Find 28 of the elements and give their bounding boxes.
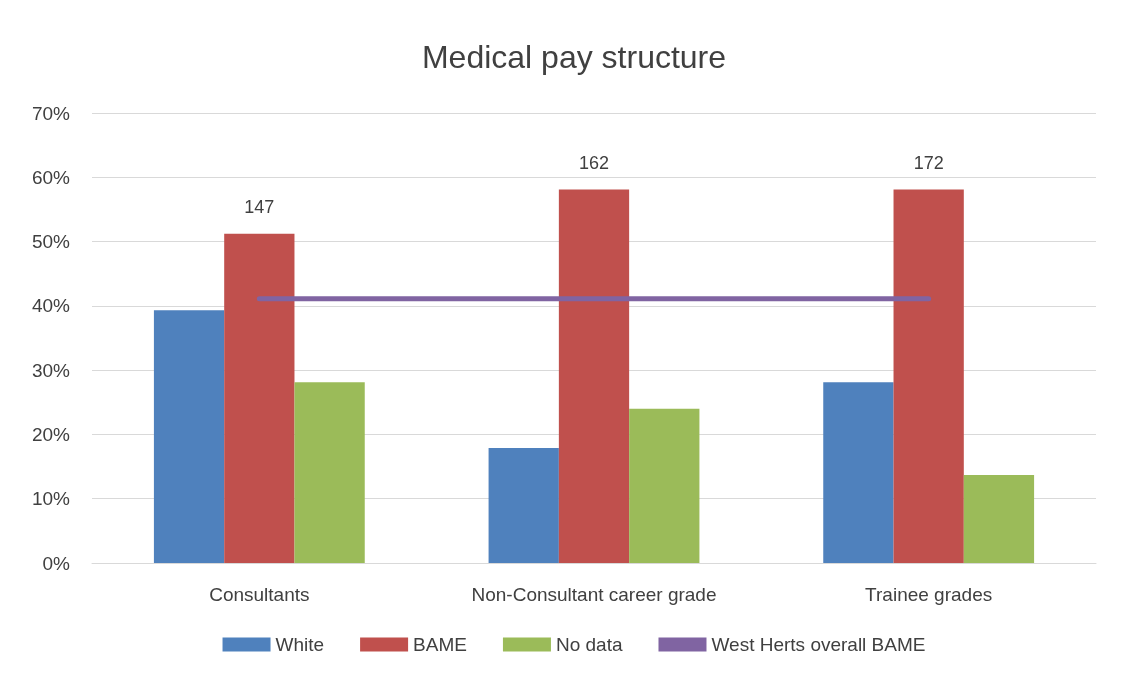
chart-title: Medical pay structure	[421, 39, 727, 75]
legend-label: BAME	[413, 634, 467, 655]
y-tick-label: 50%	[31, 231, 71, 253]
legend-label: West Herts overall BAME	[711, 634, 926, 655]
y-tick-label: 70%	[31, 102, 71, 124]
bar	[893, 189, 964, 563]
bar	[224, 233, 295, 563]
bar	[488, 447, 559, 563]
bar	[963, 474, 1035, 563]
bar	[558, 189, 630, 563]
annotation: 162	[578, 152, 610, 173]
legend-label: No data	[555, 634, 623, 655]
bar	[823, 382, 894, 563]
bar	[153, 310, 225, 563]
y-tick-label: 30%	[31, 359, 71, 381]
y-tick-label: 20%	[31, 423, 71, 445]
x-tick-label: Trainee grades	[865, 584, 993, 605]
x-tick-label: Non-Consultant career grade	[471, 584, 717, 605]
legend-label: White	[275, 634, 325, 655]
bar	[629, 408, 700, 563]
y-tick-label: 60%	[31, 166, 71, 188]
y-tick-label: 10%	[31, 488, 71, 510]
x-tick-label: Consultants	[209, 584, 310, 605]
y-tick-label: 40%	[31, 295, 71, 317]
y-tick-label: 0%	[42, 552, 71, 574]
annotation: 147	[244, 196, 275, 217]
bar	[294, 382, 365, 563]
annotation: 172	[913, 152, 944, 173]
